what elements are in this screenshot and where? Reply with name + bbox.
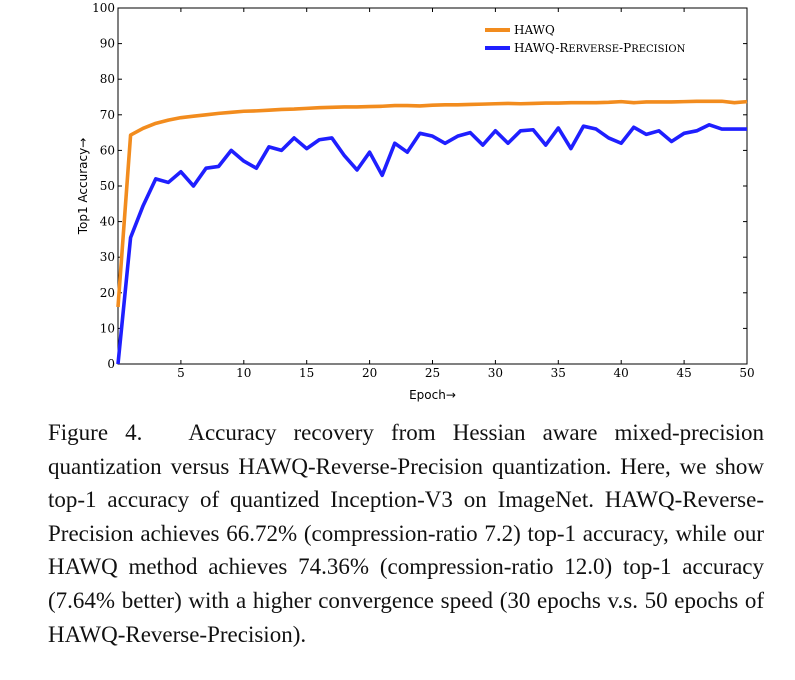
legend-label-hawq-reverse-precision: HAWQ-RERVERSE-PRECISION	[514, 41, 686, 55]
y-tick-label: 40	[100, 215, 115, 229]
x-tick-label: 20	[362, 366, 377, 380]
x-tick-label: 35	[551, 366, 566, 380]
legend-box	[478, 12, 742, 56]
y-tick-label: 50	[100, 179, 115, 193]
legend-part: -P	[619, 41, 631, 55]
x-tick-label: 45	[676, 366, 691, 380]
x-tick-label: 10	[236, 366, 251, 380]
y-tick-label: 70	[100, 108, 115, 122]
y-tick-label: 30	[100, 250, 115, 264]
x-tick-label: 15	[299, 366, 314, 380]
legend-part: ERVERSE	[568, 44, 619, 55]
x-axis-label: Epoch→	[409, 388, 456, 402]
y-tick-label: 60	[100, 143, 115, 157]
x-tick-label: 25	[425, 366, 440, 380]
series-line-hawq	[116, 99, 748, 308]
legend-part: R	[559, 41, 569, 55]
legend-part: RECISION	[631, 44, 685, 55]
legend-part: HAWQ-	[514, 41, 559, 55]
series-line-hawq-rerverse-precision	[116, 122, 747, 365]
caption-label: Figure 4.	[48, 420, 143, 445]
y-axis-label: Top1 Accuracy→	[76, 138, 90, 236]
figure-caption: Figure 4. Accuracy recovery from Hessian …	[48, 416, 764, 651]
y-tick-label: 20	[100, 286, 115, 300]
legend-label-hawq: HAWQ	[514, 23, 555, 37]
y-tick-label: 10	[100, 321, 115, 335]
x-tick-label: 40	[614, 366, 629, 380]
accuracy-chart: 0 10 20 30 40 50 60 70 80 90 100 5 10 15 20 25 30 35 40 45…	[76, 1, 755, 402]
series-lines	[116, 99, 748, 365]
x-axis-ticks: 5 10 15 20 25 30 35 40 45 50	[177, 8, 755, 380]
y-tick-label: 80	[100, 72, 115, 86]
x-tick-label: 30	[488, 366, 503, 380]
y-tick-label: 0	[107, 357, 115, 371]
legend: HAWQ HAWQ-RERVERSE-PRECISION	[478, 12, 742, 56]
y-tick-label: 100	[92, 1, 115, 15]
plot-frame	[117, 7, 748, 365]
x-tick-label: 5	[177, 366, 185, 380]
caption-text: Accuracy recovery from Hessian aware mix…	[48, 420, 764, 647]
x-tick-label: 50	[739, 366, 754, 380]
y-axis-ticks: 0 10 20 30 40 50 60 70 80 90 100	[92, 1, 747, 371]
y-tick-label: 90	[100, 37, 115, 51]
